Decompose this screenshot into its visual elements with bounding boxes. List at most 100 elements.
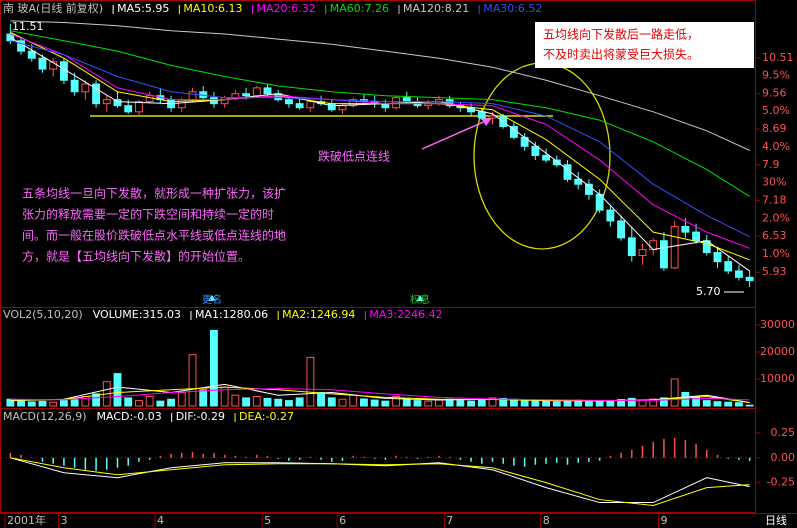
candle-body: [692, 231, 701, 242]
candle-body: [188, 91, 197, 101]
candle-body: [381, 103, 390, 109]
volume-bar: [381, 400, 390, 407]
candle-body: [220, 97, 229, 105]
y-tick-label: 7.18: [762, 194, 787, 207]
volume-bar: [467, 400, 475, 407]
volume-bar: [520, 399, 529, 407]
volume-bar: [113, 373, 122, 407]
volume-bar: [38, 400, 47, 407]
volume-bar: [285, 400, 293, 407]
volume-bar: [274, 398, 283, 407]
min-label: 5.70: [696, 285, 721, 298]
y-tick-label: -0.25: [767, 476, 795, 489]
volume-bar: [435, 399, 443, 407]
volume-bar: [306, 356, 315, 407]
legend-entry: VOLUME:315.03: [93, 308, 181, 321]
note-text: 方，就是【五均线向下发散】的开始位置。: [22, 249, 250, 264]
candle-body: [638, 249, 647, 257]
volume-bar: [595, 400, 604, 407]
volume-bar: [70, 398, 79, 407]
y-tick-label: 7.9: [762, 158, 780, 171]
volume-bar: [167, 398, 175, 407]
y-tick-label: 5.93: [762, 265, 787, 278]
volume-bar: [413, 400, 422, 407]
volume-bar: [499, 397, 508, 407]
legend-entry: DIF:-0.29: [176, 410, 225, 423]
volume-bar: [199, 389, 208, 407]
note-text: 跌破低点连线: [318, 149, 390, 164]
volume-bar: [210, 329, 218, 407]
volume-bar: [724, 401, 733, 407]
y-secondary-label: 1.0%: [762, 247, 790, 260]
candle-body: [92, 83, 101, 105]
y-tick-label: 0.25: [771, 426, 796, 439]
volume-bar: [188, 354, 197, 407]
volume-bar: [370, 399, 379, 407]
y-tick-label: 6.53: [762, 229, 787, 242]
volume-bar: [735, 402, 743, 407]
volume-bar: [488, 397, 497, 407]
candle-body: [713, 252, 722, 263]
volume-bar: [617, 399, 626, 407]
volume-bar: [124, 397, 133, 407]
ma-line: [10, 30, 750, 197]
y-tick-label: 9.56: [762, 86, 787, 99]
candle-body: [327, 103, 336, 111]
x-tick-label: 5: [264, 514, 271, 527]
volume-bar: [606, 400, 615, 407]
candle-body: [349, 99, 358, 107]
candle-body: [735, 270, 743, 278]
event-label: 权息: [410, 293, 430, 306]
volume-bar: [660, 397, 668, 407]
candle-body: [681, 225, 690, 233]
y-secondary-label: 4.0%: [762, 140, 790, 153]
arrow-head: [481, 118, 492, 126]
volume-bar: [49, 401, 58, 407]
volume-bar: [360, 398, 368, 407]
arrow-line: [421, 119, 489, 150]
volume-bar: [424, 400, 433, 407]
candle-body: [70, 79, 79, 93]
volume-bar: [177, 391, 186, 407]
legend-entry: DEA:-0.27: [239, 410, 294, 423]
panel-title: VOL2(5,10,20): [3, 308, 83, 321]
y-tick-label: 0.00: [771, 451, 796, 464]
volume-bar: [670, 378, 679, 407]
candle-body: [231, 93, 240, 99]
volume-bar: [402, 398, 411, 407]
candle-body: [124, 105, 133, 113]
volume-bar: [338, 398, 347, 407]
candle-body: [477, 111, 486, 119]
volume-bar: [92, 393, 101, 407]
legend-entry: MA120:8.21: [403, 2, 469, 15]
candle-body: [49, 61, 58, 70]
volume-bar: [252, 396, 261, 407]
panel-title: MACD(12,26,9): [3, 410, 87, 423]
legend-entry: MA20:6.32: [257, 2, 316, 15]
note-text: 张力的释放需要一定的下跌空间和持续一定的时: [22, 207, 274, 222]
note-box: [535, 22, 754, 68]
macd-frame: [0, 408, 756, 513]
note-text: 五条均线一旦向下发散，就形成一种扩张力，该扩: [22, 186, 286, 201]
y-secondary-label: 5.0%: [762, 104, 790, 117]
candle-body: [660, 240, 668, 269]
volume-bar: [135, 400, 143, 407]
y-secondary-label: 2.0%: [762, 211, 790, 224]
x-tick-label: 4: [157, 514, 164, 527]
candle-body: [338, 105, 347, 111]
y-secondary-label: 9.5%: [762, 69, 790, 82]
legend-entry: MACD:-0.03: [97, 410, 162, 423]
y-tick-label: 10.51: [762, 51, 794, 64]
y-tick-label: 8.69: [762, 122, 787, 135]
ma-line: [10, 457, 750, 504]
candle-body: [27, 50, 36, 59]
note-text: 不及时卖出将蒙受巨大损失。: [543, 47, 699, 62]
panel-title: 南 玻A(日线 前复权): [3, 1, 103, 15]
volume-bar: [638, 400, 647, 407]
candle-body: [574, 178, 583, 185]
x-tick-label: 8: [543, 514, 550, 527]
candle-body: [606, 209, 615, 222]
candle-body: [285, 99, 293, 105]
volume-bar: [156, 400, 165, 407]
